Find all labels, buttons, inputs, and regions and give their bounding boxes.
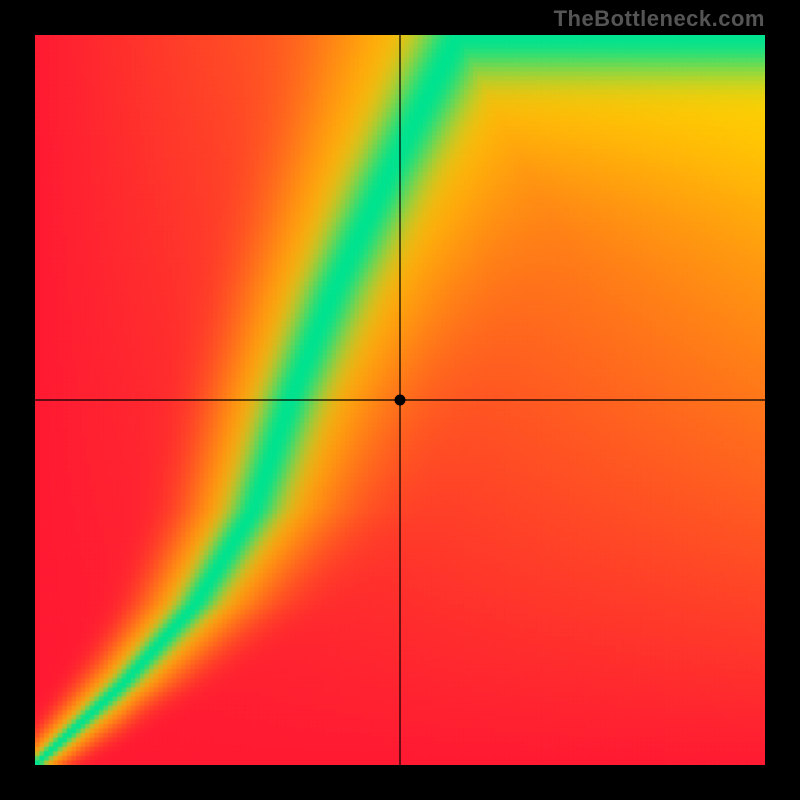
watermark-label: TheBottleneck.com [554, 6, 765, 32]
bottleneck-heatmap [35, 35, 765, 765]
